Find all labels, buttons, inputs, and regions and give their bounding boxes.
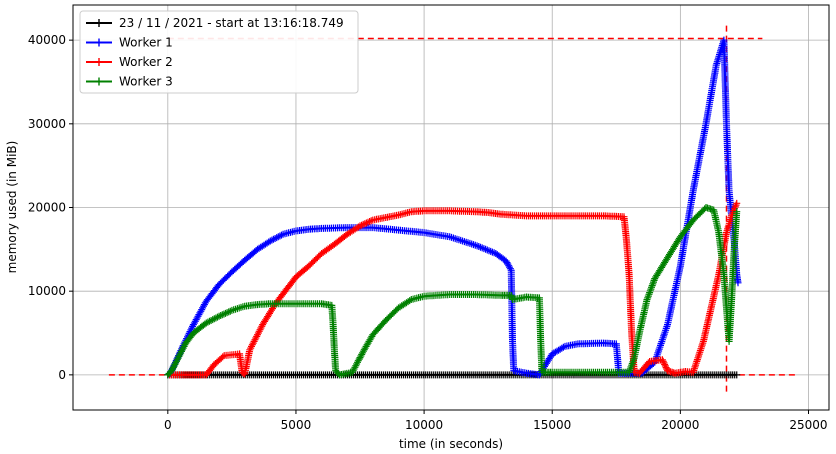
legend-entry: 23 / 11 / 2021 - start at 13:16:18.749 (86, 16, 344, 30)
y-tick-label: 0 (58, 368, 66, 382)
legend-label: Worker 2 (119, 55, 173, 69)
x-axis-ticks: 0 5000 10000 15000 20000 25000 (164, 410, 828, 432)
legend-marker (95, 38, 103, 47)
legend-label: Worker 3 (119, 75, 173, 89)
legend-marker (95, 19, 103, 27)
legend-marker (95, 58, 103, 66)
x-tick-label: 25000 (789, 418, 827, 432)
legend-entry: Worker 2 (86, 55, 173, 69)
x-tick-label: 15000 (533, 418, 571, 432)
y-tick-label: 40000 (28, 33, 66, 47)
legend: 23 / 11 / 2021 - start at 13:16:18.749 Wo… (79, 10, 359, 94)
x-tick-label: 20000 (661, 418, 699, 432)
y-tick-label: 20000 (28, 201, 66, 215)
legend-label: 23 / 11 / 2021 - start at 13:16:18.749 (119, 16, 344, 30)
legend-entry: Worker 1 (86, 36, 173, 50)
y-axis-ticks: 0 10000 20000 30000 40000 (28, 33, 73, 382)
x-tick-label: 10000 (405, 418, 443, 432)
series-4 (164, 204, 741, 379)
legend-label: Worker 1 (119, 36, 173, 50)
y-tick-label: 10000 (28, 284, 66, 298)
x-tick-label: 0 (164, 418, 172, 432)
legend-entry: Worker 3 (86, 75, 173, 89)
y-tick-label: 30000 (28, 117, 66, 131)
series-markers (164, 204, 741, 379)
series-group (164, 36, 742, 379)
x-axis-label: time (in seconds) (399, 437, 503, 451)
legend-marker (95, 77, 103, 86)
legend-box (79, 10, 359, 94)
y-axis-label: memory used (in MiB) (5, 141, 19, 274)
x-tick-label: 5000 (281, 418, 312, 432)
